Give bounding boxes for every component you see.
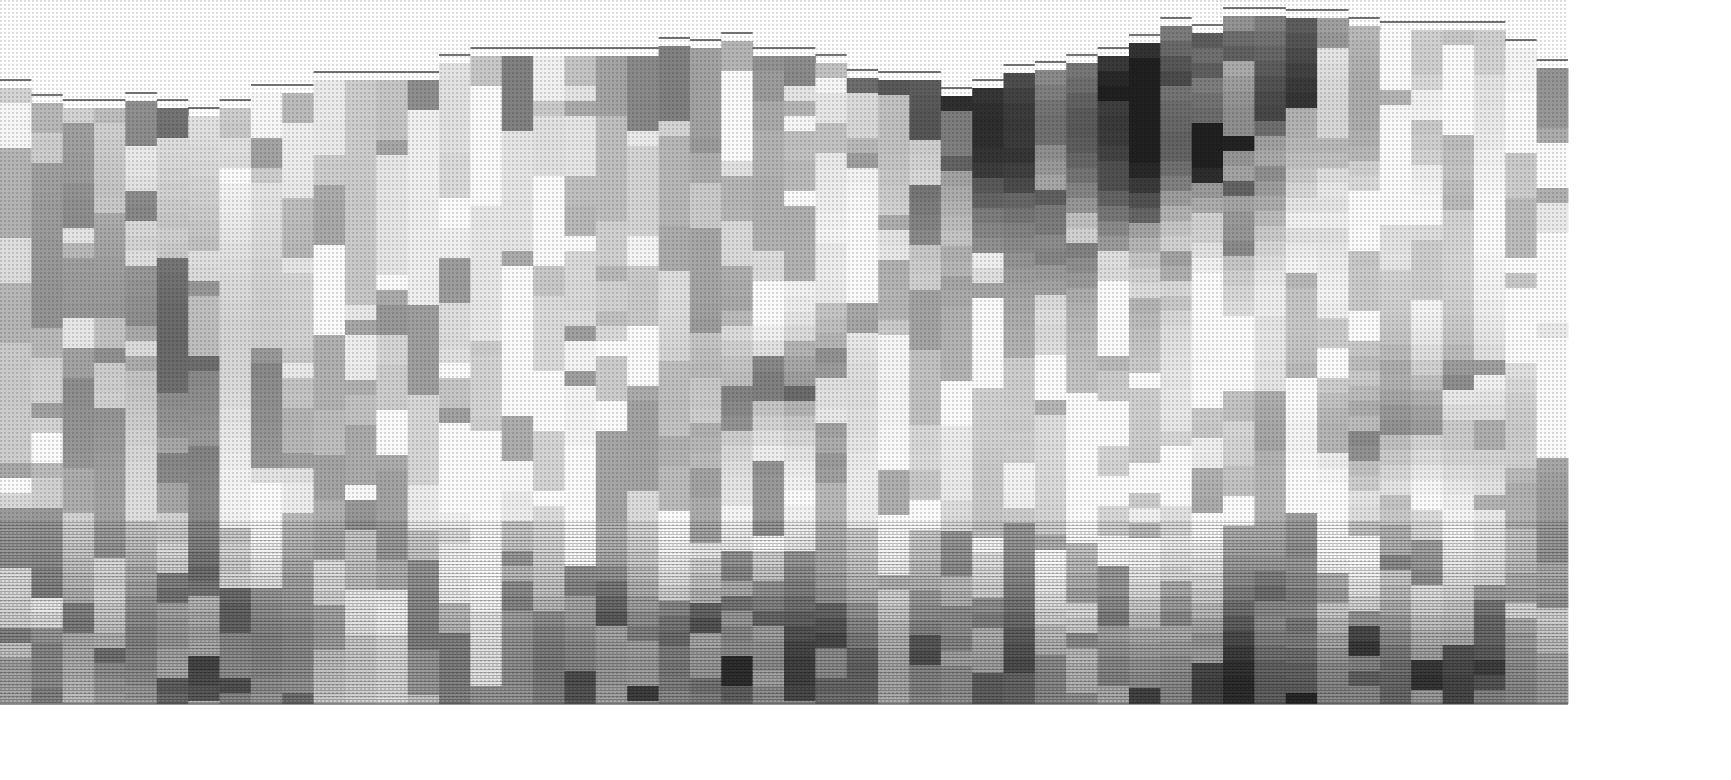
- hatch-texture: [0, 520, 1568, 704]
- texture-overlay: [0, 0, 1568, 704]
- halftone-figure: [0, 0, 1731, 780]
